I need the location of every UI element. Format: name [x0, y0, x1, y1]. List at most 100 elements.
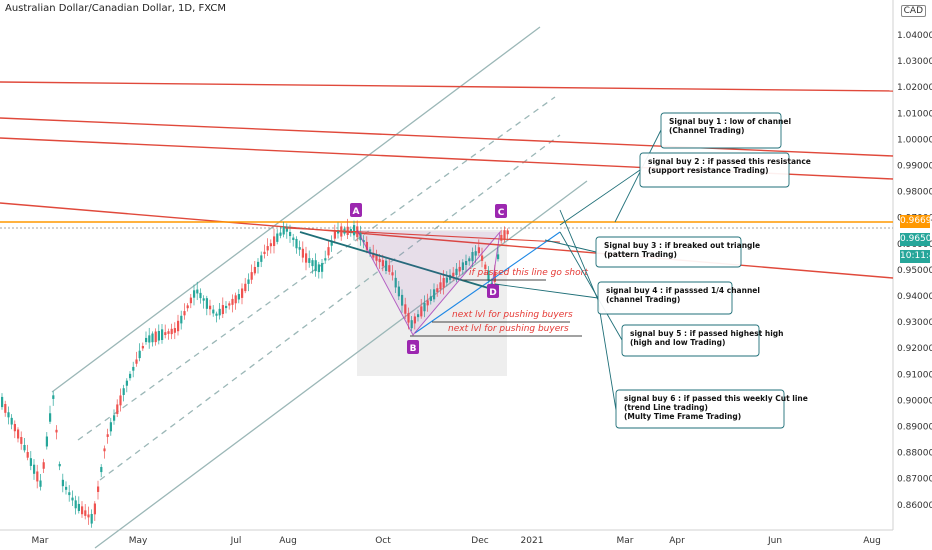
candle-body [311, 260, 314, 267]
y-tick-label: 0.92000 [897, 344, 932, 354]
pattern-point-badge [350, 203, 362, 217]
candle-body [394, 277, 397, 288]
candle-body [177, 320, 180, 332]
x-tick-label: Oct [375, 536, 391, 546]
candle-body [337, 230, 340, 234]
candle-body [327, 247, 330, 256]
candle-body [340, 226, 343, 237]
x-tick-label: Aug [279, 536, 297, 546]
candle-body [13, 423, 16, 432]
candle-body [461, 262, 464, 271]
candle-body [33, 464, 36, 474]
candle-body [378, 258, 381, 263]
candle-body [497, 254, 500, 260]
signal-box-3: Signal buy 3 : if breaked out triangle(p… [595, 236, 760, 268]
candle-body [298, 247, 301, 250]
pattern-point-badge [495, 204, 507, 218]
candle-body [362, 240, 365, 243]
y-tick-label: 0.95000 [897, 266, 932, 276]
candle-body [231, 298, 234, 305]
candle-body [301, 248, 304, 258]
candle-body [458, 266, 461, 272]
candle-body [423, 303, 426, 312]
candle-body [369, 249, 372, 252]
signal-box-text: (pattern Trading) [604, 250, 677, 259]
y-tick-label: 0.88000 [897, 449, 932, 459]
candle-body [65, 486, 68, 490]
candle-body [157, 330, 160, 341]
candle-body [305, 253, 308, 263]
candle-body [452, 272, 455, 277]
pattern-point-label: B [410, 344, 417, 354]
candle-body [209, 305, 212, 310]
signal-box-text: signal buy 6 : if passed this weekly Cut… [624, 394, 808, 403]
connector-3 [544, 239, 597, 253]
y-tick-label: 1.02000 [897, 83, 932, 93]
signal-box-frame [597, 281, 733, 315]
y-tick-label: 0.90000 [897, 396, 932, 406]
candle-body [484, 264, 487, 270]
candle-body [477, 247, 480, 254]
candle-body [205, 298, 208, 309]
candle-body [215, 313, 218, 316]
candle-body [471, 252, 474, 262]
candle-body [385, 260, 388, 272]
candle-body [81, 506, 84, 515]
candle-body [100, 467, 103, 473]
candle-body [289, 231, 292, 237]
candle-body [167, 331, 170, 334]
signal-box-frame [595, 236, 742, 268]
candle-body [154, 331, 157, 343]
candle-body [439, 282, 442, 290]
candle-body [266, 246, 269, 251]
candle-body [180, 315, 183, 324]
candle-body [413, 316, 416, 324]
connector-2 [559, 169, 641, 226]
candle-body [353, 225, 356, 236]
candle-body [17, 429, 20, 439]
price-axis-panel [893, 0, 932, 550]
y-tick-label: 1.03000 [897, 57, 932, 67]
candle-body [49, 413, 52, 422]
candle-body [295, 238, 298, 249]
candle-body [225, 305, 228, 309]
y-tick-label: 1.04000 [897, 31, 932, 41]
signal-box-6: signal buy 6 : if passed this weekly Cut… [615, 389, 808, 429]
candle-body [407, 313, 410, 323]
candle-body [273, 236, 276, 246]
candle-body [324, 258, 327, 261]
candle-body [129, 373, 132, 379]
candle-body [401, 294, 404, 306]
candle-body [58, 463, 61, 467]
x-tick-label: Dec [471, 536, 488, 546]
candle-body [68, 492, 71, 496]
signal-box-text: signal buy 2 : if passed this resistance [648, 157, 811, 166]
channel-upper-line [51, 26, 541, 393]
candle-body [241, 288, 244, 298]
candle-body [500, 234, 503, 241]
candle-body [145, 337, 148, 343]
currency-badge[interactable]: CAD [900, 5, 926, 17]
candle-body [135, 359, 138, 364]
connector-1 [614, 129, 662, 223]
candle-body [20, 437, 23, 444]
candle-body [119, 395, 122, 406]
signal-box-frame [660, 112, 782, 149]
resistance-line-4 [0, 202, 894, 279]
candle-body [314, 260, 317, 272]
candle-body [234, 295, 237, 304]
signal-box-text: (Channel Trading) [669, 126, 744, 135]
candle-body [170, 328, 173, 335]
signal-box-2: signal buy 2 : if passed this resistance… [639, 152, 811, 188]
pattern-point-label: C [498, 208, 505, 218]
signal-box-text: (support resistance Trading) [648, 166, 769, 175]
signal-box-text: (Multy Time Frame Trading) [624, 412, 741, 421]
candle-body [90, 513, 93, 524]
triangle-lower-line [414, 231, 561, 334]
candle-body [455, 268, 458, 276]
candle-body [202, 298, 205, 301]
candle-body [244, 283, 247, 292]
candle-body [84, 510, 87, 516]
